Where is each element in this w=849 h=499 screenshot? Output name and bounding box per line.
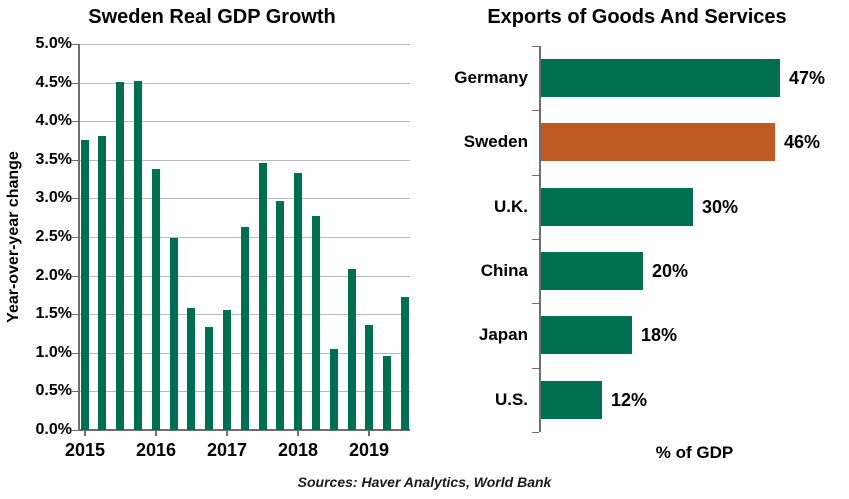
- x-axis-tick: [368, 431, 370, 436]
- y-tick-label: 3.5%: [35, 151, 72, 168]
- export-value-label: 12%: [611, 389, 648, 410]
- gdp-bar: [170, 238, 178, 430]
- export-bar: [541, 381, 602, 419]
- export-bar: [541, 316, 632, 354]
- y-tick-label: 4.0%: [35, 112, 72, 129]
- y-tick-label: 4.5%: [35, 74, 72, 91]
- export-category-label: U.S.: [494, 390, 528, 409]
- gdp-chart-title: Sweden Real GDP Growth: [88, 6, 336, 28]
- x-tick-label: 2018: [277, 440, 319, 460]
- y-axis-tick: [72, 430, 78, 431]
- gdp-bar: [348, 269, 356, 430]
- export-category-label: China: [480, 261, 528, 280]
- export-category-label: Sweden: [463, 132, 528, 151]
- export-bar: [541, 252, 643, 290]
- gridline: [80, 44, 410, 45]
- gdp-bar: [294, 173, 302, 430]
- x-axis-tick: [226, 431, 228, 436]
- y-axis-tick: [72, 121, 78, 122]
- export-value-label: 18%: [641, 324, 678, 345]
- export-bar-highlight: [541, 123, 775, 161]
- gdp-bar: [259, 163, 267, 430]
- sources-note: Sources: Haver Analytics, World Bank: [297, 474, 552, 490]
- category-axis-tick: [532, 239, 539, 240]
- x-tick-label: 2019: [348, 440, 390, 460]
- gdp-bar: [223, 310, 231, 430]
- export-bar: [541, 59, 780, 97]
- gridline: [80, 121, 410, 122]
- gdp-bar: [276, 201, 284, 430]
- gridline: [80, 160, 410, 161]
- gdp-bar: [81, 140, 89, 430]
- gdp-bar: [241, 227, 249, 430]
- gdp-bar: [152, 169, 160, 430]
- y-tick-label: 0.5%: [35, 382, 72, 399]
- y-axis-tick: [72, 160, 78, 161]
- category-axis-tick: [532, 175, 539, 176]
- y-tick-label: 2.5%: [35, 228, 72, 245]
- gdp-bar: [401, 297, 409, 430]
- gdp-bar: [98, 136, 106, 430]
- x-axis-tick: [84, 431, 86, 436]
- gdp-bar: [365, 325, 373, 430]
- export-category-label: U.K.: [494, 197, 528, 216]
- category-axis-tick: [532, 432, 539, 433]
- gdp-y-axis-title: Year-over-year change: [5, 151, 22, 323]
- gdp-x-axis-line: [78, 429, 410, 431]
- x-tick-label: 2015: [64, 440, 106, 460]
- y-axis-tick: [72, 237, 78, 238]
- gdp-bar: [187, 308, 195, 430]
- y-tick-label: 1.0%: [35, 344, 72, 361]
- gdp-bar: [383, 356, 391, 430]
- y-tick-label: 5.0%: [35, 35, 72, 52]
- category-axis-tick: [532, 303, 539, 304]
- y-tick-label: 2.0%: [35, 267, 72, 284]
- gridline: [80, 198, 410, 199]
- exports-x-axis-title: % of GDP: [655, 443, 734, 462]
- exports-y-axis-line: [539, 46, 541, 432]
- export-value-label: 30%: [702, 196, 739, 217]
- gdp-bar: [205, 327, 213, 430]
- x-tick-label: 2016: [135, 440, 177, 460]
- y-axis-tick: [72, 314, 78, 315]
- export-value-label: 20%: [652, 260, 689, 281]
- category-axis-tick: [532, 368, 539, 369]
- y-axis-tick: [72, 198, 78, 199]
- y-axis-tick: [72, 83, 78, 84]
- gdp-bar: [134, 81, 142, 430]
- y-tick-label: 1.5%: [35, 305, 72, 322]
- y-tick-label: 0.0%: [35, 421, 72, 438]
- y-axis-tick: [72, 353, 78, 354]
- gdp-plot-area: [72, 44, 410, 436]
- y-axis-tick: [72, 44, 78, 45]
- category-axis-tick: [532, 46, 539, 47]
- gdp-bar: [312, 216, 320, 430]
- export-category-label: Germany: [454, 68, 528, 87]
- y-axis-tick: [72, 391, 78, 392]
- gridline: [80, 83, 410, 84]
- y-tick-label: 3.0%: [35, 189, 72, 206]
- export-value-label: 47%: [789, 67, 826, 88]
- gdp-y-axis-line: [78, 44, 80, 431]
- exports-chart-title: Exports of Goods And Services: [487, 6, 787, 28]
- gdp-bar: [116, 82, 124, 430]
- export-bar: [541, 188, 693, 226]
- y-axis-tick: [72, 276, 78, 277]
- gdp-bar: [330, 349, 338, 430]
- export-category-label: Japan: [478, 325, 528, 344]
- x-axis-tick: [297, 431, 299, 436]
- x-axis-tick: [155, 431, 157, 436]
- export-value-label: 46%: [784, 131, 821, 152]
- category-axis-tick: [532, 110, 539, 111]
- x-tick-label: 2017: [206, 440, 248, 460]
